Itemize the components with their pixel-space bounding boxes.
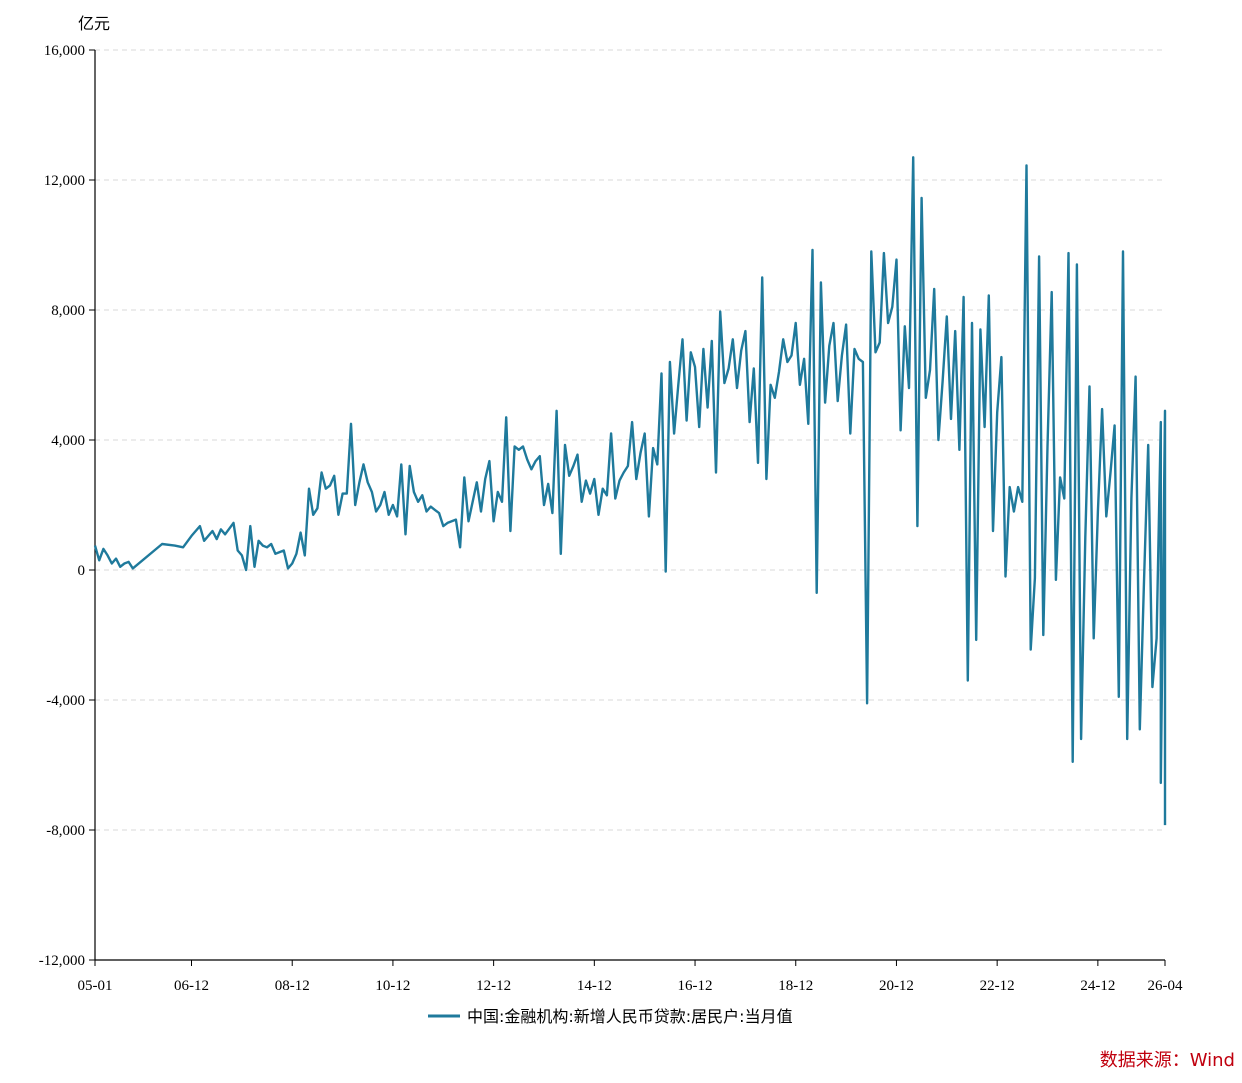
x-tick-label: 10-12 bbox=[375, 978, 410, 994]
series-line bbox=[93, 156, 1167, 826]
x-tick-label: 08-12 bbox=[275, 978, 310, 994]
legend: 中国:金融机构:新增人民币贷款:居民户:当月值 bbox=[428, 1007, 793, 1026]
x-axis-ticks: 05-01 06-12 08-12 10-12 12-12 14-12 16-12 18-12… bbox=[78, 960, 1183, 994]
x-tick-label: 16-12 bbox=[678, 978, 713, 994]
x-tick-label: 26-04 bbox=[1148, 978, 1183, 994]
y-tick-label: 12,000 bbox=[44, 173, 85, 189]
x-tick-label: 06-12 bbox=[174, 978, 209, 994]
y-tick-label: 0 bbox=[78, 563, 86, 579]
x-tick-label: 24-12 bbox=[1080, 978, 1115, 994]
y-axis-unit-label: 亿元 bbox=[78, 14, 110, 33]
x-tick-label: 20-12 bbox=[879, 978, 914, 994]
x-tick-label: 14-12 bbox=[577, 978, 612, 994]
y-tick-label: 8,000 bbox=[51, 303, 85, 319]
legend-label: 中国:金融机构:新增人民币贷款:居民户:当月值 bbox=[467, 1007, 793, 1026]
y-tick-label: 4,000 bbox=[51, 433, 85, 449]
y-tick-label: -12,000 bbox=[39, 953, 85, 969]
y-tick-label: -4,000 bbox=[46, 693, 85, 709]
y-tick-label: -8,000 bbox=[46, 823, 85, 839]
x-tick-label: 22-12 bbox=[980, 978, 1015, 994]
x-tick-label: 12-12 bbox=[476, 978, 511, 994]
x-tick-label: 18-12 bbox=[778, 978, 813, 994]
source-label: 数据来源：Wind bbox=[1100, 1050, 1235, 1071]
y-axis-ticks: 16,000 12,000 8,000 4,000 0 -4,000 -8,000 -12,0… bbox=[39, 43, 95, 969]
y-tick-label: 16,000 bbox=[44, 43, 85, 59]
axes bbox=[94, 50, 1165, 961]
x-tick-label: 05-01 bbox=[78, 978, 113, 994]
